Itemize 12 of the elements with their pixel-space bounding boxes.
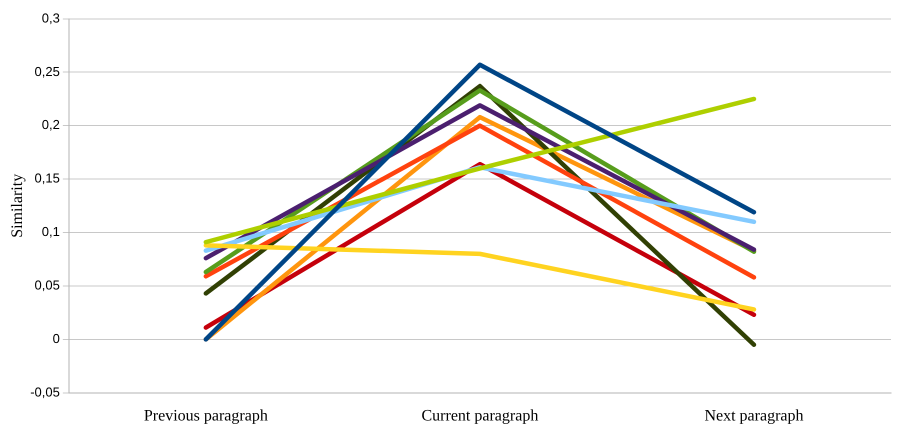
y-tick-label: 0,1 (42, 224, 60, 240)
y-tick-label: -0,05 (30, 384, 60, 400)
y-tick-label: 0,25 (34, 64, 60, 79)
x-tick-label: Next paragraph (704, 408, 804, 425)
y-tick-label: 0,2 (42, 117, 60, 132)
x-tick-label: Previous paragraph (144, 408, 268, 425)
y-tick-label: 0,3 (42, 10, 60, 26)
y-tick-label: 0,15 (34, 170, 60, 186)
y-tick-label: 0 (52, 330, 60, 346)
y-tick-label: 0,05 (34, 278, 60, 293)
y-axis-title: Similarity (8, 174, 26, 238)
x-tick-label: Current paragraph (421, 408, 538, 425)
